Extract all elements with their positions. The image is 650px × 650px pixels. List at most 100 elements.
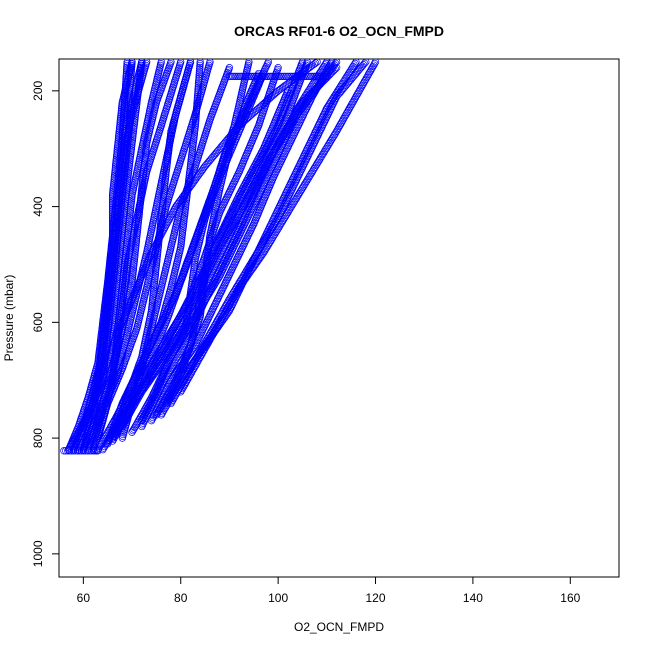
data-point — [220, 256, 229, 265]
data-point — [306, 97, 314, 106]
data-point — [209, 279, 218, 287]
data-point — [236, 222, 245, 231]
data-point — [223, 252, 231, 260]
data-point — [258, 200, 266, 208]
data-point — [196, 63, 204, 72]
data-point — [248, 194, 257, 202]
data-point — [222, 278, 230, 286]
data-point — [287, 136, 295, 145]
data-point — [148, 351, 156, 360]
data-point — [295, 120, 303, 128]
data-point — [298, 114, 306, 122]
data-point — [239, 216, 247, 224]
data-point — [247, 197, 255, 206]
data-point — [215, 293, 223, 301]
data-point — [236, 249, 244, 257]
data-point — [224, 248, 232, 257]
data-point — [265, 95, 273, 103]
chart-title: ORCAS RF01-6 O2_OCN_FMPD — [234, 23, 444, 39]
data-point — [138, 422, 146, 431]
data-point — [261, 64, 269, 73]
data-point — [234, 227, 243, 236]
data-point — [233, 254, 242, 262]
data-point — [231, 234, 239, 242]
data-point — [128, 59, 136, 66]
data-point — [150, 283, 158, 292]
data-point — [219, 260, 227, 268]
data-point — [228, 265, 236, 273]
data-point — [251, 107, 259, 115]
data-point — [154, 336, 163, 345]
data-point — [177, 276, 185, 284]
data-point — [157, 330, 165, 338]
data-point — [231, 259, 239, 267]
data-point — [230, 260, 238, 269]
data-point — [291, 128, 299, 136]
data-point — [238, 219, 246, 227]
data-point — [271, 169, 280, 177]
data-point — [161, 389, 169, 397]
data-point — [252, 213, 261, 221]
data-point — [213, 148, 221, 156]
data-point — [246, 228, 254, 236]
data-point — [222, 277, 231, 285]
data-point — [303, 59, 311, 66]
data-point — [302, 105, 310, 114]
data-point — [260, 195, 268, 203]
data-point — [212, 298, 221, 306]
data-point — [279, 152, 288, 161]
data-point — [226, 245, 234, 253]
data-point — [209, 281, 217, 289]
data-point — [212, 273, 221, 281]
data-point — [255, 179, 263, 188]
data-point — [215, 291, 224, 299]
data-point — [265, 157, 274, 165]
data-point — [264, 185, 273, 193]
data-point — [225, 272, 233, 280]
data-point — [294, 122, 302, 130]
data-point — [244, 204, 252, 212]
data-point — [222, 253, 230, 261]
data-point — [228, 240, 236, 248]
data-point — [217, 288, 225, 296]
data-point — [242, 236, 250, 244]
data-point — [209, 304, 217, 312]
data-point — [250, 191, 258, 199]
data-point — [227, 267, 235, 275]
data-point — [156, 333, 164, 341]
data-point — [296, 118, 304, 127]
data-point — [313, 59, 321, 66]
data-point — [327, 59, 335, 68]
data-point — [212, 274, 220, 283]
data-point — [237, 246, 245, 254]
data-point — [331, 59, 340, 67]
data-point — [211, 276, 219, 284]
data-point — [216, 266, 224, 274]
data-point — [138, 421, 147, 429]
data-point — [241, 212, 249, 221]
data-point — [269, 150, 277, 158]
data-point — [240, 241, 248, 249]
data-point — [211, 299, 220, 308]
data-point — [226, 268, 235, 277]
data-point — [251, 188, 259, 196]
data-point — [217, 263, 225, 271]
data-point — [272, 167, 281, 175]
data-point — [272, 142, 281, 150]
data-point — [270, 213, 279, 221]
data-point — [264, 59, 273, 66]
data-point — [227, 242, 236, 250]
data-point — [254, 210, 262, 218]
data-point — [203, 317, 211, 325]
data-point — [229, 262, 238, 270]
data-point — [251, 216, 259, 225]
data-point — [328, 59, 336, 66]
data-point — [268, 152, 276, 160]
data-point — [272, 144, 280, 152]
data-point — [204, 315, 212, 324]
data-point — [226, 243, 235, 252]
data-point — [194, 81, 203, 90]
data-point — [200, 324, 208, 332]
data-point — [250, 220, 258, 228]
data-point — [277, 157, 285, 166]
